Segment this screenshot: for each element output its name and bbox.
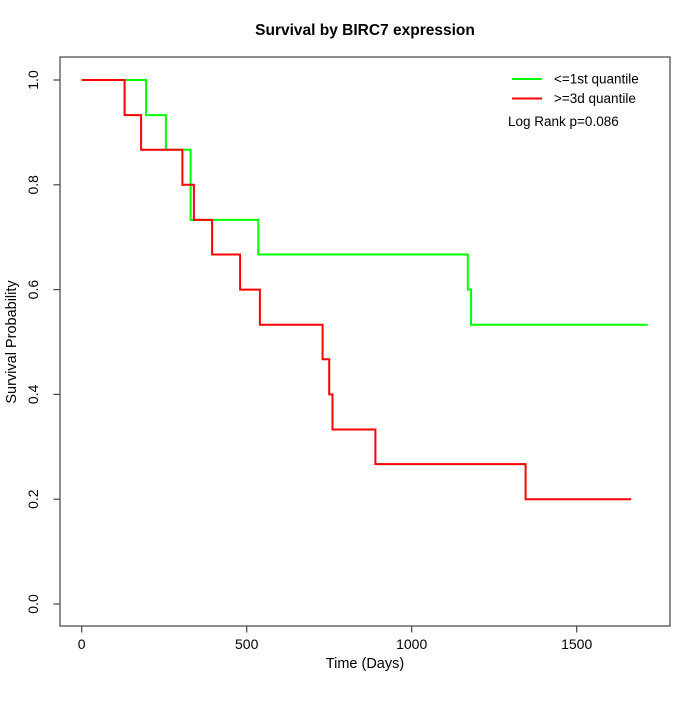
km-curve-3d-quantile (81, 79, 632, 501)
x-tick-label: 500 (235, 636, 259, 652)
plot-border-box (59, 56, 671, 627)
x-axis-label: Time (Days) (326, 656, 404, 672)
x-axis: 0 500 1000 1500 (78, 626, 592, 652)
chart-title: Survival by BIRC7 expression (255, 22, 475, 39)
y-tick-label: 0.2 (25, 489, 41, 509)
y-axis-label: Survival Probability (4, 280, 20, 404)
x-tick-label: 0 (78, 636, 86, 652)
x-tick-label: 1500 (561, 636, 592, 652)
x-tick-label: 1000 (396, 636, 427, 652)
y-tick-label: 0.0 (25, 594, 41, 614)
y-tick-label: 1.0 (25, 70, 41, 90)
y-tick-label: 0.4 (25, 384, 41, 404)
log-rank-annotation: Log Rank p=0.086 (508, 114, 619, 129)
y-tick-label: 0.6 (25, 280, 41, 300)
y-tick-label: 0.8 (25, 175, 41, 195)
legend-label-1st-quantile: <=1st quantile (554, 72, 639, 87)
legend-label-3d-quantile: >=3d quantile (554, 91, 636, 106)
y-axis: 0.0 0.2 0.4 0.6 0.8 1.0 (25, 70, 60, 614)
legend: <=1st quantile >=3d quantile Log Rank p=… (508, 72, 639, 130)
km-curve-1st-quantile (81, 79, 648, 326)
survival-curves (81, 79, 648, 501)
